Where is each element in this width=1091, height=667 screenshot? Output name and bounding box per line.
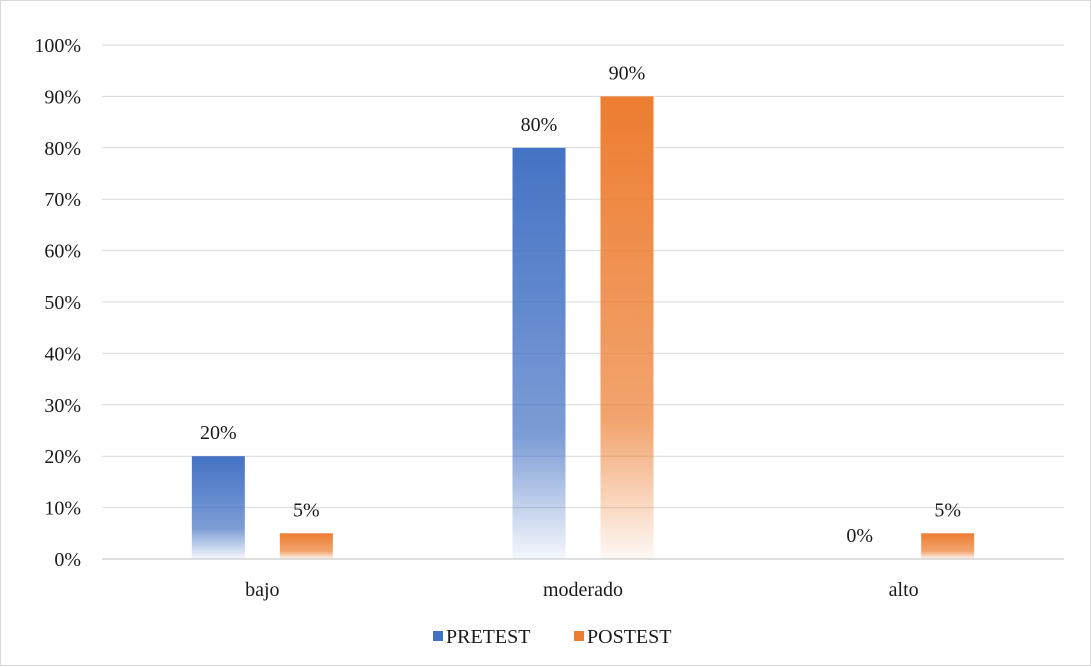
legend-label-pretest: PRETEST (446, 626, 530, 648)
bar-postest-bajo (279, 533, 333, 559)
legend-swatch-postest (574, 631, 584, 641)
data-labels: 20% 5% 80% 90% 0% 5% (200, 62, 961, 547)
y-axis: 0% 10% 20% 30% 40% 50% 60% 70% 80% 90% 100% (34, 35, 81, 571)
bar-postest-alto (921, 533, 975, 559)
y-tick-label: 80% (44, 138, 81, 160)
x-axis: bajo moderado alto (102, 558, 1064, 601)
y-tick-label: 10% (44, 498, 81, 520)
y-tick-label: 0% (54, 549, 81, 571)
y-tick-label: 100% (34, 35, 81, 57)
x-category-label: moderado (543, 579, 623, 601)
legend-label-postest: POSTEST (587, 626, 671, 648)
y-tick-label: 70% (44, 189, 81, 211)
legend-swatch-pretest (433, 631, 443, 641)
x-category-label: alto (889, 579, 919, 601)
y-tick-label: 50% (44, 292, 81, 314)
data-label: 5% (293, 499, 320, 521)
gridlines (102, 44, 1064, 560)
bar-pretest-bajo (191, 456, 245, 559)
data-label: 90% (609, 62, 646, 84)
x-category-label: bajo (245, 579, 279, 601)
data-label: 80% (521, 114, 558, 136)
y-tick-label: 90% (44, 86, 81, 108)
data-label: 0% (846, 525, 873, 547)
bars (191, 96, 975, 560)
y-tick-label: 40% (44, 343, 81, 365)
y-tick-label: 20% (44, 446, 81, 468)
legend: PRETEST POSTEST (433, 626, 671, 648)
y-tick-label: 60% (44, 241, 81, 263)
bar-postest-moderado (600, 96, 654, 560)
y-tick-label: 30% (44, 395, 81, 417)
bar-pretest-moderado (512, 147, 566, 560)
data-label: 20% (200, 422, 237, 444)
data-label: 5% (934, 499, 961, 521)
